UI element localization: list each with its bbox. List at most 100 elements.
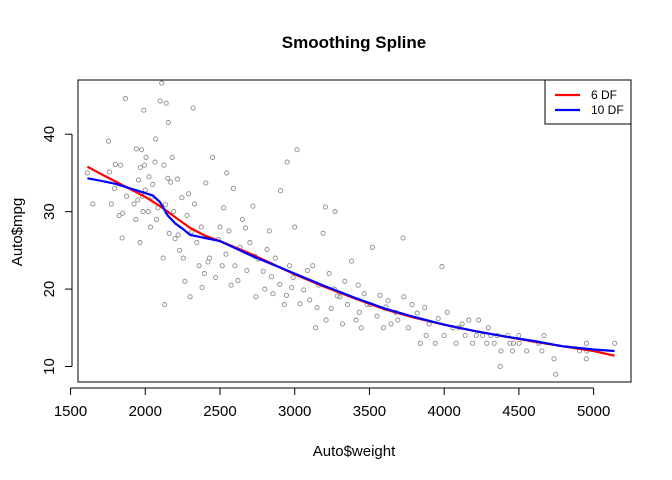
scatter-point (356, 309, 362, 315)
scatter-point (353, 317, 359, 323)
scatter-point (163, 100, 169, 106)
scatter-point (201, 271, 207, 277)
scatter-point (337, 294, 343, 300)
scatter-point (221, 205, 227, 211)
scatter-point (226, 228, 232, 234)
x-tick-label: 5000 (577, 403, 610, 420)
scatter-point (277, 281, 283, 287)
scatter-point (553, 371, 559, 377)
scatter-point (177, 247, 183, 253)
scatter-point (133, 216, 139, 222)
scatter-point (250, 203, 256, 209)
scatter-point (304, 267, 310, 274)
scatter-point (138, 147, 145, 153)
scatter-point (108, 201, 114, 207)
scatter-point (516, 332, 522, 339)
scatter-point (122, 96, 128, 102)
scatter-point (116, 212, 122, 219)
scatter-point (84, 170, 90, 176)
scatter-point (232, 263, 238, 269)
scatter-point (180, 255, 186, 261)
scatter-point (385, 298, 391, 304)
scatter-point (160, 255, 166, 261)
scatter-point (253, 294, 259, 300)
scatter-point (510, 340, 517, 346)
scatter-point (283, 292, 290, 298)
scatter-point (277, 188, 284, 194)
scatter-point (294, 147, 300, 153)
scatter-point (242, 225, 248, 231)
scatter-point (137, 240, 143, 246)
legend-label: 6 DF (591, 88, 617, 102)
scatter-point (473, 332, 479, 339)
scatter-point (439, 264, 445, 270)
scatter-point (423, 332, 429, 339)
scatter-point (328, 305, 334, 311)
scatter-point (292, 224, 298, 230)
scatter-point (272, 255, 278, 261)
scatter-point (539, 348, 545, 354)
spline-lines (86, 165, 615, 357)
scatter-point (476, 317, 482, 323)
scatter-point (133, 146, 139, 152)
scatter-point (417, 340, 423, 346)
scatter-point (161, 162, 167, 168)
scatter-point (198, 224, 204, 230)
scatter-point (297, 301, 303, 307)
scatter-point (289, 284, 295, 291)
scatter-point (190, 105, 196, 111)
x-tick-label: 4000 (427, 403, 460, 420)
scatter-point (153, 216, 160, 222)
scatter-point (314, 305, 320, 311)
scatter-point (159, 80, 165, 86)
scatter-point (203, 180, 209, 186)
scatter-point (217, 224, 223, 230)
scatter-point (224, 170, 230, 176)
scatter-point (470, 340, 476, 346)
scatter-point (320, 230, 326, 236)
scatter-point (281, 302, 287, 308)
scatter-point (194, 240, 200, 246)
scatter-point (583, 356, 589, 362)
scatter-point (219, 263, 225, 269)
scatter-point (358, 325, 364, 331)
scatter-point (141, 107, 147, 113)
scatter-point (141, 162, 148, 168)
scatter-point (106, 138, 112, 144)
scatter-point (142, 187, 148, 193)
scatter-point (541, 332, 547, 339)
scatter-point (157, 98, 163, 104)
scatter-point (435, 315, 441, 322)
y-tick-label: 10 (41, 358, 58, 375)
scatter-point (162, 202, 168, 208)
legend-box (544, 79, 632, 125)
scatter-point (432, 340, 438, 346)
scatter-point (462, 332, 468, 339)
scatter-point (332, 209, 338, 215)
scatter-point (301, 287, 307, 293)
scatter-point (342, 278, 348, 284)
scatter-point (146, 174, 152, 180)
scatter-point (374, 313, 380, 319)
scatter-point (165, 120, 171, 126)
y-axis-label: Auto$mpg (9, 198, 26, 266)
scatter-point (334, 293, 340, 299)
x-axis: 1500 2000 2500 3000 3500 4000 4500 5000 (54, 387, 610, 420)
scatter-point (169, 154, 175, 160)
scatter-point (150, 181, 156, 188)
scatter-point (480, 332, 486, 339)
scatter-point (119, 235, 125, 241)
scatter-point (485, 325, 491, 331)
scatter-point (348, 258, 355, 264)
scatter-point (137, 164, 144, 171)
scatter-point (209, 154, 216, 160)
scatter-point (152, 159, 158, 165)
scatter-point (247, 240, 253, 246)
plot-area-frame (77, 79, 632, 383)
series-line (87, 177, 615, 353)
scatter-point (310, 263, 316, 269)
scatter-point (498, 348, 504, 354)
scatter-point (453, 340, 459, 346)
scatter-point (168, 179, 174, 185)
scatter-point (268, 274, 275, 280)
